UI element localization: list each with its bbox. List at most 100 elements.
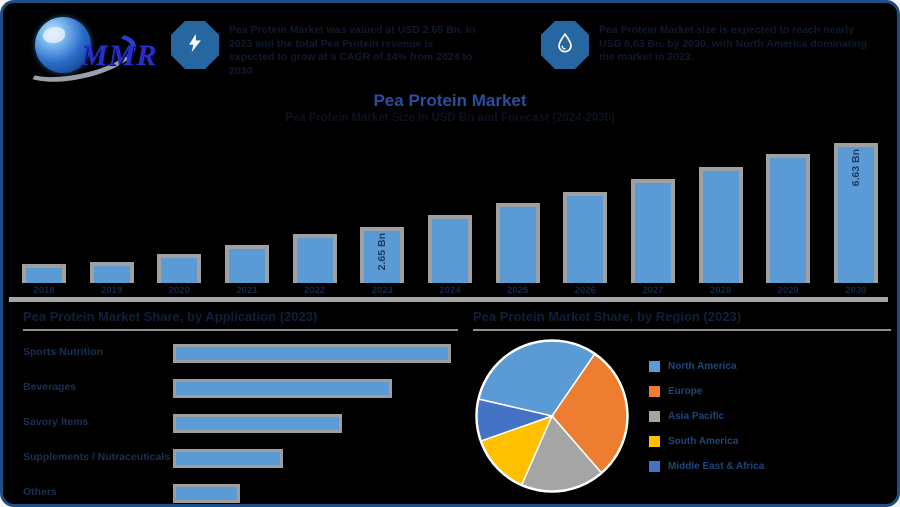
hbar-row: Supplements / Nutraceuticals [23,448,458,468]
bar-2023: 2.65 Bn [360,227,405,283]
bar-year-label: 2021 [236,285,258,296]
legend-swatch-icon [649,386,660,397]
bar-year-label: 2024 [439,285,461,296]
legend-item: Asia Pacific [649,411,764,422]
bar-year-label: 2025 [507,285,529,296]
bar-2029 [766,154,811,283]
bar-2022 [292,234,337,283]
bar-column-2027: 2027 [630,179,676,297]
highlight-badge-forecast: Pea Protein Market size is expected to r… [541,21,869,69]
x-axis-line [9,297,888,302]
bar-value-label: 6.63 Bn [849,149,862,187]
logo-text: MMR [81,39,158,72]
badge-text: Pea Protein Market size is expected to r… [599,24,868,64]
hbar-row: Others [23,483,458,503]
bar-year-label: 2030 [845,285,867,296]
legend-item: South America [649,436,764,447]
bar-2027 [630,179,675,283]
legend-label: Asia Pacific [668,411,725,422]
bar-value-label: 2.65 Bn [376,233,389,271]
globe-icon [35,17,91,73]
legend-label: South America [668,436,739,447]
bar-column-2028: 2028 [698,167,744,297]
pie-outline [475,339,629,493]
bar-column-2018: 2018 [21,264,67,297]
bar-column-2022: 2022 [292,234,338,297]
hbar [173,448,283,468]
hbar-label: Others [23,486,57,499]
badge-octagon [171,21,219,69]
bar-2018 [22,264,66,283]
legend-label: Europe [668,386,703,397]
bar-column-2019: 2019 [89,262,135,297]
bar-column-2026: 2026 [562,192,608,297]
pie-slice-europe [551,353,628,474]
bar-2019 [89,262,134,283]
hbar-label: Savory Items [23,416,89,429]
application-hbar-chart: Sports Nutrition Beverages Savory Items Sup… [23,343,458,503]
pie-slice-north-america [478,340,596,417]
legend-item: North America [649,361,764,372]
bar-column-2029: 2029 [765,154,811,297]
legend-swatch-icon [649,436,660,447]
pie-slice-asia-pacific [520,414,603,492]
badge-octagon [541,21,589,69]
bar-column-2020: 2020 [156,254,202,297]
annual-bar-chart: 2018 2019 2020 2021 2022 2.65 Bn 2023 2024 2025 2… [21,133,879,297]
badge-text: Pea Protein Market was valued at USD 2.6… [229,24,476,77]
bar-column-2023: 2.65 Bn 2023 [359,227,405,297]
lightning-bolt-icon [185,30,205,61]
pie-legend: North America Europe Asia Pacific South Ame… [649,361,764,495]
hbar-label: Sports Nutrition [23,346,103,359]
pie-slice-middle-east-africa [476,398,555,442]
bar-year-label: 2023 [371,285,393,296]
bar-2024 [427,215,472,283]
hbar-label: Beverages [23,381,77,394]
left-section-heading: Pea Protein Market Share, by Application… [23,309,458,331]
legend-item: Middle East & Africa [649,461,764,472]
legend-swatch-icon [649,361,660,372]
bar-year-label: 2022 [304,285,326,296]
bar-column-2025: 2025 [495,203,541,297]
hbar [173,483,240,503]
bar-column-2021: 2021 [224,245,270,297]
pie-slice-south-america [480,414,554,486]
page-title: Pea Protein Market [373,91,527,110]
bar-year-label: 2018 [33,285,55,296]
legend-label: North America [668,361,737,372]
bar-year-label: 2020 [168,285,190,296]
legend-swatch-icon [649,461,660,472]
legend-swatch-icon [649,411,660,422]
hbar [173,343,451,363]
bar-2028 [698,167,743,283]
bar-2021 [224,245,269,283]
page-subtitle: Pea Protein Market Size in USD Bn and Fo… [285,112,615,124]
region-share-section: Pea Protein Market Share, by Region (202… [473,309,891,495]
bar-year-label: 2019 [101,285,123,296]
bar-year-label: 2029 [777,285,799,296]
region-pie-chart [475,339,629,493]
bar-2030: 6.63 Bn [833,143,878,283]
hbar [173,413,342,433]
bar-2025 [495,203,540,283]
water-drop-icon [554,30,576,61]
mmr-logo: MMR [15,13,159,91]
bar-year-label: 2028 [709,285,732,296]
highlight-badge-valuation: Pea Protein Market was valued at USD 2.6… [171,21,479,79]
hbar-label: Supplements / Nutraceuticals [23,451,171,464]
legend-item: Europe [649,386,764,397]
bar-column-2024: 2024 [427,215,473,297]
hbar-row: Savory Items [23,413,458,433]
bar-column-2030: 6.63 Bn 2030 [833,143,879,297]
bar-2020 [157,254,202,283]
right-section-heading: Pea Protein Market Share, by Region (202… [473,309,891,331]
legend-label: Middle East & Africa [668,461,765,472]
hbar-row: Sports Nutrition [23,343,458,363]
hbar-row: Beverages [23,378,458,398]
application-share-section: Pea Protein Market Share, by Application… [23,309,458,504]
hbar [173,378,392,398]
bar-year-label: 2026 [574,285,596,296]
bar-year-label: 2027 [642,285,664,296]
bar-2026 [563,192,608,283]
